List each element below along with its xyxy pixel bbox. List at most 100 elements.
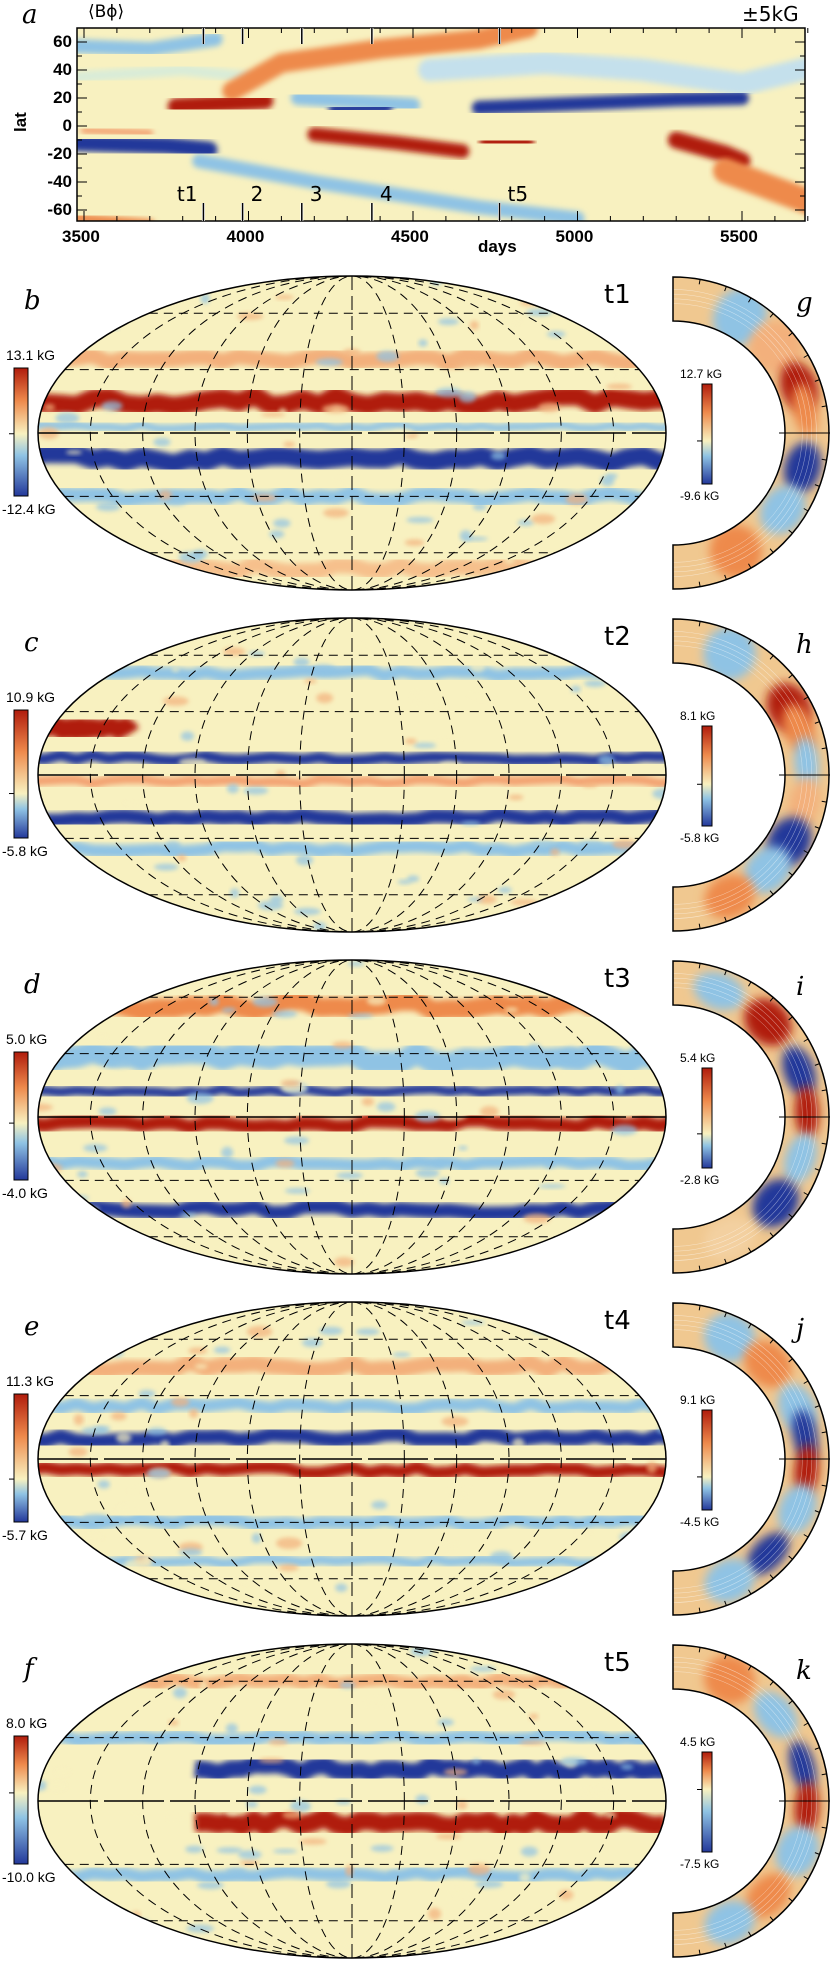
field-patch [66,1216,88,1228]
field-patch [260,412,286,417]
shell-tick [769,1916,774,1921]
field-patch [160,1440,170,1450]
x-tick-label: 5000 [555,227,594,246]
field-patch [116,1432,132,1444]
field-patch [131,1929,145,1934]
field-patch [475,1880,504,1888]
shell-tick [769,890,774,895]
map-panel-label: f [24,1654,34,1684]
field-patch [309,664,337,676]
field-patch [436,737,460,744]
field-patch [165,840,181,851]
y-tick-label: 60 [53,32,72,51]
shell-tick [803,508,809,512]
mollweide-map-e [37,1301,667,1617]
field-patch [282,1810,303,1820]
field-patch [505,1007,519,1013]
shell-tick [724,574,727,580]
field-patch [450,1675,472,1688]
field-patch [526,308,553,316]
field-patch [466,766,494,773]
shell-tick [814,484,820,487]
field-patch [319,1326,343,1336]
field-patch [293,657,310,668]
grid-line [89,960,615,1274]
field-patch [560,629,583,637]
field-patch [58,1658,70,1670]
shell-outline [672,1302,830,1616]
field-patch [213,1346,231,1354]
field-patch [347,1013,374,1018]
field-patch [458,1145,468,1151]
field-patch [85,1006,105,1018]
field-patch [439,1878,464,1888]
shell-tick [769,655,774,660]
field-patch [101,400,123,411]
shell-tick [788,529,793,534]
shell-tick [788,1213,793,1218]
field-patch [230,888,240,898]
panel-label-a: a [22,0,38,30]
shell-tick [698,581,701,587]
field-patch [592,1784,613,1796]
field-patch [65,450,83,455]
field-patch [631,1570,660,1582]
field-patch [345,1188,371,1193]
field-patch [645,689,666,695]
field-patch [46,1782,67,1791]
map-colorbar-min: -5.8 kG [2,843,48,859]
field-patch [342,348,361,356]
field-patch [194,1363,208,1370]
field-patch [237,1575,263,1584]
field-patch [71,671,91,677]
shell-tick [803,1722,809,1726]
field-patch [133,1802,146,1814]
field-patch [251,494,277,502]
map-outline [37,1643,667,1959]
field-patch [178,757,206,767]
shell-tick [814,721,820,724]
shell-tick [769,997,774,1002]
map-colorbar-min: -10.0 kG [2,1869,56,1885]
field-patch [173,1687,187,1699]
shell-tick [698,1949,701,1955]
field-patch [366,996,386,1006]
field-patch [472,1758,481,1765]
shell-tick [748,297,752,303]
field-patch [469,1666,496,1672]
grid-line [194,960,510,1274]
field-patch [177,854,187,862]
field-patch [153,437,171,447]
shell-tick [769,1232,774,1237]
field-band [77,213,154,221]
shell-colorbar-min: -2.8 kG [680,1173,720,1187]
field-patch [200,293,210,304]
field-patch [532,1326,559,1334]
shell-tick [748,1247,752,1253]
shell-tick [769,1574,774,1579]
panel-a-heatmap [77,28,805,221]
time-marker-label: 2 [250,182,264,206]
field-patch [370,1844,394,1852]
shell-tick [788,1016,793,1021]
grid-line [246,618,458,932]
field-patch [459,530,472,542]
field-band [471,91,749,115]
field-patch [237,312,264,320]
field-patch [388,1870,399,1878]
shell-tick [724,1654,727,1660]
field-patch [186,1924,215,1933]
shell-tick [803,1534,809,1538]
colorbar-g [701,383,713,485]
field-patch [583,680,607,687]
field-patch [459,356,482,368]
field-patch [165,1591,185,1600]
shell-tick [803,696,809,700]
field-band [38,1728,666,1748]
field-patch [167,1812,184,1820]
field-patch [70,1945,99,1952]
map-colorbar-max: 8.0 kG [6,1715,48,1731]
field-patch [299,1838,327,1845]
shell-tick [748,905,752,911]
shell-tick [788,1700,793,1705]
